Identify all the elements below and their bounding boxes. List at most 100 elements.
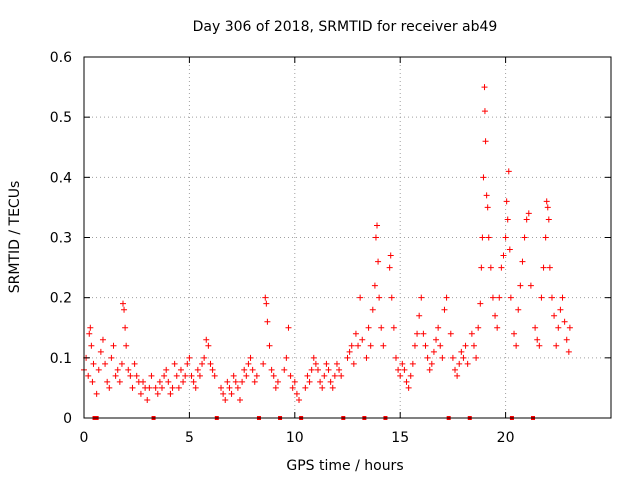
data-point (409, 360, 416, 367)
data-point (420, 330, 427, 337)
data-point (505, 168, 512, 175)
data-point (338, 372, 345, 379)
data-point (374, 222, 381, 229)
data-point (544, 204, 551, 211)
data-point (329, 384, 336, 391)
data-point (272, 384, 279, 391)
data-point (538, 294, 545, 301)
data-point (470, 342, 477, 349)
data-point (386, 264, 393, 271)
data-point (346, 348, 353, 355)
data-point (123, 342, 130, 349)
data-point (439, 354, 446, 361)
data-point (517, 282, 524, 289)
data-point (487, 264, 494, 271)
data-point (503, 198, 510, 205)
y-tick-label: 0.6 (50, 50, 72, 66)
y-tick-label: 0.1 (50, 351, 72, 367)
data-point (97, 348, 104, 355)
data-point (331, 372, 338, 379)
data-point (184, 360, 191, 367)
data-point (548, 294, 555, 301)
data-point (112, 372, 119, 379)
data-point (536, 342, 543, 349)
data-point (357, 294, 364, 301)
data-point (247, 354, 254, 361)
chart-title: Day 306 of 2018, SRMTID for receiver ab4… (193, 19, 498, 35)
data-point (563, 336, 570, 343)
data-point (106, 384, 113, 391)
data-point (129, 384, 136, 391)
data-point (371, 282, 378, 289)
data-point (108, 354, 115, 361)
data-point (482, 138, 489, 145)
data-point (350, 360, 357, 367)
data-point (205, 342, 212, 349)
data-point (527, 282, 534, 289)
data-point (226, 384, 233, 391)
x-tick-label: 20 (497, 430, 515, 446)
data-point (348, 342, 355, 349)
data-point (88, 342, 95, 349)
data-point (99, 336, 106, 343)
data-point (565, 348, 572, 355)
data-point (479, 234, 486, 241)
data-point (148, 372, 155, 379)
data-point (165, 378, 172, 385)
data-point (140, 378, 147, 385)
data-point (209, 366, 216, 373)
data-point (319, 384, 326, 391)
data-point (500, 252, 507, 259)
data-point (154, 390, 161, 397)
data-point (85, 372, 92, 379)
data-point (477, 300, 484, 307)
data-point (321, 372, 328, 379)
data-point (310, 354, 317, 361)
data-point (317, 378, 324, 385)
data-points (81, 84, 573, 403)
data-point (158, 384, 165, 391)
data-point (433, 336, 440, 343)
data-point (498, 264, 505, 271)
data-point (182, 372, 189, 379)
data-point (287, 372, 294, 379)
data-point (460, 354, 467, 361)
data-point (363, 354, 370, 361)
data-point (359, 336, 366, 343)
data-point (241, 366, 248, 373)
data-point (177, 366, 184, 373)
data-point (502, 234, 509, 241)
data-point (494, 324, 501, 331)
data-point (388, 294, 395, 301)
data-point (89, 378, 96, 385)
data-point (253, 372, 260, 379)
data-point (424, 354, 431, 361)
data-point (114, 366, 121, 373)
data-point (525, 210, 532, 217)
data-point (144, 396, 151, 403)
data-point (239, 378, 246, 385)
data-point (392, 354, 399, 361)
data-point (397, 372, 404, 379)
data-point (110, 342, 117, 349)
data-point (306, 378, 313, 385)
data-point (293, 390, 300, 397)
data-point (188, 372, 195, 379)
data-point (296, 396, 303, 403)
data-point (561, 318, 568, 325)
data-point (480, 174, 487, 181)
data-point (344, 354, 351, 361)
x-tick-label: 0 (80, 430, 89, 446)
data-point (542, 234, 549, 241)
data-point (428, 360, 435, 367)
data-point (416, 312, 423, 319)
data-point (534, 336, 541, 343)
y-tick-labels: 0 0.1 0.2 0.3 0.4 0.5 0.6 (50, 50, 72, 427)
data-point (90, 360, 97, 367)
data-point (407, 372, 414, 379)
data-point (454, 372, 461, 379)
data-point (485, 234, 492, 241)
data-point (192, 384, 199, 391)
data-point (211, 372, 218, 379)
data-point (458, 348, 465, 355)
